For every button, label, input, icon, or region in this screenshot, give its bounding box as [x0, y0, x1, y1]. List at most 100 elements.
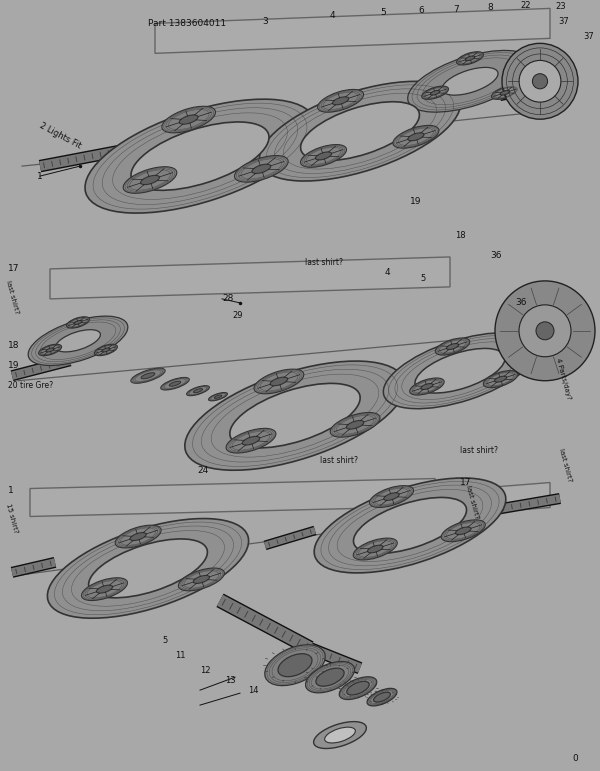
Ellipse shape — [466, 56, 475, 61]
Ellipse shape — [242, 436, 260, 445]
Text: 4: 4 — [385, 268, 391, 278]
Ellipse shape — [353, 538, 397, 560]
Text: last shirt?: last shirt? — [460, 446, 498, 455]
Ellipse shape — [410, 378, 444, 395]
Ellipse shape — [141, 372, 155, 379]
Text: 7: 7 — [453, 5, 459, 14]
Text: 36: 36 — [490, 251, 502, 261]
Text: 4 Parts/day?: 4 Parts/day? — [555, 357, 572, 400]
Ellipse shape — [46, 348, 54, 352]
Ellipse shape — [169, 381, 181, 386]
Ellipse shape — [226, 429, 276, 453]
Polygon shape — [50, 257, 450, 299]
Ellipse shape — [446, 344, 458, 349]
Ellipse shape — [383, 333, 536, 409]
Text: Part 1383604011: Part 1383604011 — [148, 19, 226, 28]
Text: 5: 5 — [420, 274, 425, 284]
Ellipse shape — [278, 654, 312, 677]
Ellipse shape — [208, 392, 227, 401]
Ellipse shape — [67, 317, 89, 328]
Circle shape — [519, 60, 561, 102]
Ellipse shape — [140, 175, 160, 185]
Ellipse shape — [265, 645, 325, 685]
Ellipse shape — [38, 345, 62, 355]
Text: 5: 5 — [380, 8, 386, 17]
Ellipse shape — [347, 682, 369, 695]
Ellipse shape — [179, 115, 198, 124]
Text: 15 shirt?: 15 shirt? — [5, 503, 19, 534]
Ellipse shape — [131, 122, 269, 190]
Text: 28: 28 — [222, 295, 233, 303]
Ellipse shape — [130, 533, 146, 540]
Ellipse shape — [457, 52, 484, 65]
Ellipse shape — [408, 133, 424, 141]
Ellipse shape — [254, 369, 304, 394]
Ellipse shape — [56, 330, 100, 352]
Circle shape — [495, 281, 595, 381]
Text: 3: 3 — [262, 17, 268, 26]
Text: 4: 4 — [330, 11, 335, 20]
Ellipse shape — [393, 126, 439, 148]
Ellipse shape — [316, 668, 344, 686]
Ellipse shape — [89, 539, 208, 598]
Text: 24: 24 — [197, 466, 208, 475]
Ellipse shape — [162, 106, 215, 133]
Circle shape — [519, 305, 571, 357]
Ellipse shape — [259, 82, 461, 181]
Ellipse shape — [430, 90, 440, 95]
Ellipse shape — [368, 545, 383, 553]
Ellipse shape — [214, 395, 222, 399]
Ellipse shape — [193, 575, 209, 584]
Ellipse shape — [131, 368, 165, 383]
Ellipse shape — [252, 164, 271, 173]
Text: 18: 18 — [8, 342, 19, 350]
Text: 0: 0 — [572, 753, 578, 763]
Text: 29: 29 — [232, 311, 242, 320]
Ellipse shape — [441, 520, 485, 542]
Text: 17: 17 — [8, 264, 19, 274]
Ellipse shape — [325, 727, 355, 743]
Ellipse shape — [367, 689, 397, 706]
Circle shape — [532, 74, 548, 89]
Ellipse shape — [384, 493, 399, 500]
Text: 18: 18 — [455, 231, 466, 241]
Ellipse shape — [332, 97, 349, 105]
Ellipse shape — [422, 86, 449, 99]
Ellipse shape — [435, 338, 470, 355]
Text: last shirt?: last shirt? — [5, 280, 20, 315]
Text: last shirt?: last shirt? — [320, 456, 358, 465]
Text: 37: 37 — [583, 32, 594, 41]
Text: 6: 6 — [418, 6, 424, 15]
Ellipse shape — [317, 89, 364, 113]
Ellipse shape — [421, 383, 433, 389]
Ellipse shape — [235, 156, 288, 182]
Ellipse shape — [74, 321, 82, 325]
Polygon shape — [30, 479, 435, 517]
Ellipse shape — [455, 527, 471, 534]
Ellipse shape — [123, 167, 177, 194]
Ellipse shape — [370, 486, 413, 507]
Ellipse shape — [484, 371, 518, 388]
Ellipse shape — [500, 90, 509, 95]
Ellipse shape — [161, 377, 190, 390]
Ellipse shape — [94, 345, 118, 355]
Text: last shirt?: last shirt? — [305, 258, 343, 268]
Text: 8: 8 — [487, 3, 493, 12]
Text: 14: 14 — [248, 685, 259, 695]
Text: 2 Lights Fit: 2 Lights Fit — [38, 122, 83, 151]
Ellipse shape — [314, 478, 506, 573]
Text: 36: 36 — [515, 298, 527, 308]
Ellipse shape — [187, 386, 209, 396]
Text: 19: 19 — [8, 362, 19, 370]
Ellipse shape — [28, 316, 128, 365]
Ellipse shape — [415, 348, 505, 393]
Circle shape — [536, 322, 554, 340]
Text: 23: 23 — [555, 2, 566, 11]
Ellipse shape — [270, 377, 287, 386]
Ellipse shape — [193, 389, 203, 392]
Ellipse shape — [314, 722, 367, 749]
Ellipse shape — [330, 412, 380, 437]
Ellipse shape — [97, 585, 113, 593]
Ellipse shape — [230, 383, 360, 448]
Text: last shirt?: last shirt? — [558, 448, 572, 483]
